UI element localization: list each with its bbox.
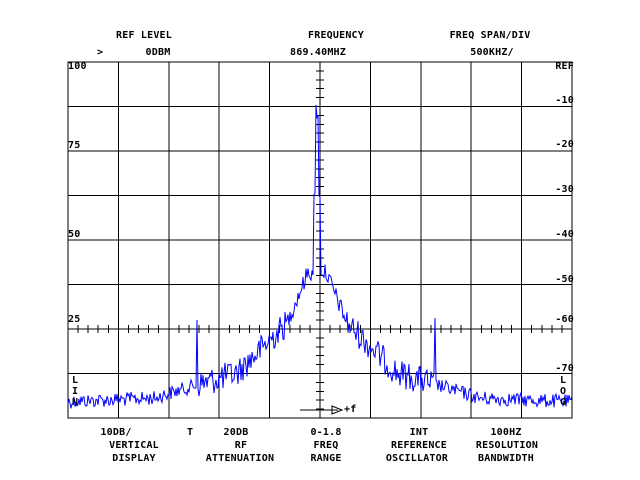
frequency-arrow xyxy=(300,405,344,415)
lin-label-l: L xyxy=(72,375,79,386)
right-scale-minus10: -10 xyxy=(555,95,574,106)
left-scale-25: 25 xyxy=(68,314,81,325)
range-line2: RANGE xyxy=(310,453,342,464)
range-value: 0-1.8 xyxy=(310,427,342,438)
range-line1: FREQ xyxy=(313,440,339,451)
vertical-value: 10DB/ xyxy=(100,427,132,438)
log-label-g: G xyxy=(560,397,567,408)
attenuation-flag: T xyxy=(187,427,194,438)
bandwidth-line2: BANDWIDTH xyxy=(478,453,534,464)
attenuation-line1: RF xyxy=(234,440,248,451)
left-scale-100: 100 xyxy=(68,61,87,72)
log-label-l: L xyxy=(560,375,567,386)
left-scale-50: 50 xyxy=(68,229,81,240)
right-scale-minus30: -30 xyxy=(555,184,574,195)
log-label-o: O xyxy=(560,386,567,397)
right-scale-minus20: -20 xyxy=(555,139,574,150)
reference-value: INT xyxy=(409,427,429,438)
spectrum-trace xyxy=(67,104,573,409)
freq-arrow-label: +f xyxy=(344,404,357,415)
right-scale-minus70: -70 xyxy=(555,363,574,374)
graticule xyxy=(67,61,573,419)
vertical-line1: VERTICAL xyxy=(109,440,159,451)
ref-level-title: REF LEVEL xyxy=(116,30,172,41)
right-scale-ref: REF xyxy=(555,61,574,72)
ref-level-marker: > xyxy=(97,47,104,58)
attenuation-value: 20DB xyxy=(223,427,249,438)
freq-span-title: FREQ SPAN/DIV xyxy=(449,30,531,41)
attenuation-line2: ATTENUATION xyxy=(205,453,275,464)
right-scale-minus40: -40 xyxy=(555,229,574,240)
bandwidth-value: 100HZ xyxy=(490,427,522,438)
lin-label-n: N xyxy=(72,397,79,408)
lin-label-i: I xyxy=(72,386,79,397)
frequency-title: FREQUENCY xyxy=(308,30,364,41)
bandwidth-line1: RESOLUTION xyxy=(475,440,539,451)
right-scale-minus50: -50 xyxy=(555,274,574,285)
right-scale-minus60: -60 xyxy=(555,314,574,325)
ref-level-value: 0DBM xyxy=(145,47,171,58)
reference-line1: REFERENCE xyxy=(391,440,447,451)
reference-line2: OSCILLATOR xyxy=(385,453,449,464)
vertical-line2: DISPLAY xyxy=(112,453,156,464)
left-scale-75: 75 xyxy=(68,140,81,151)
frequency-value: 869.40MHZ xyxy=(290,47,346,58)
freq-span-value: 500KHZ/ xyxy=(470,47,514,58)
